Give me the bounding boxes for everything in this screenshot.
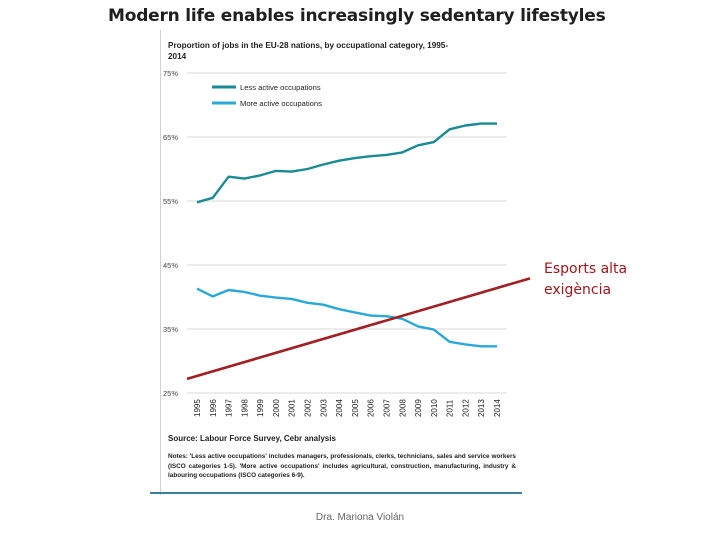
x-tick-1995: 1995 xyxy=(193,399,202,417)
x-tick-2014: 2014 xyxy=(493,399,502,417)
point-more-2012 xyxy=(465,343,467,345)
series-line-more-active xyxy=(196,287,497,348)
point-less-1999 xyxy=(259,175,261,177)
x-tick-2012: 2012 xyxy=(461,399,470,417)
y-tick-55: 55% xyxy=(163,197,178,206)
point-more-2009 xyxy=(417,326,419,328)
y-tick-65: 65% xyxy=(163,133,178,142)
point-more-2007 xyxy=(386,315,388,317)
point-less-2010 xyxy=(433,141,435,143)
point-less-1997 xyxy=(228,176,230,178)
x-tick-2002: 2002 xyxy=(304,399,313,417)
y-tick-75: 75% xyxy=(163,69,178,78)
y-tick-labels: 75% 65% 55% 45% 35% 25% xyxy=(163,69,178,398)
point-more-1998 xyxy=(243,291,245,293)
point-more-2008 xyxy=(401,318,403,320)
point-more-2005 xyxy=(354,311,356,313)
chart-source: Source: Labour Force Survey, Cebr analys… xyxy=(168,434,336,443)
x-tick-labels: 1995 1996 1997 1998 1999 2000 2001 2002 2003 2004… xyxy=(193,399,502,417)
point-more-2003 xyxy=(322,304,324,306)
legend-label-more-active: More active occupations xyxy=(240,99,322,108)
legend-label-less-active: Less active occupations xyxy=(240,83,321,92)
grid-layer xyxy=(187,72,507,394)
x-tick-2013: 2013 xyxy=(477,399,486,417)
x-tick-2010: 2010 xyxy=(430,399,439,417)
point-more-2002 xyxy=(307,302,309,304)
point-less-1995 xyxy=(196,201,198,203)
y-tick-35: 35% xyxy=(163,325,178,334)
chart-title-line2: 2014 xyxy=(168,52,187,61)
point-more-1999 xyxy=(259,295,261,297)
point-less-2005 xyxy=(354,157,356,159)
point-less-2001 xyxy=(291,171,293,173)
point-more-2013 xyxy=(480,345,482,347)
chart-panel xyxy=(160,30,521,495)
point-more-1996 xyxy=(212,295,214,297)
annotation-line-2: exigència xyxy=(544,282,612,298)
x-tick-2003: 2003 xyxy=(319,399,328,417)
chart-notes: Notes: 'Less active occupations' include… xyxy=(168,453,516,479)
point-more-1995 xyxy=(196,288,198,290)
trend-line-texture xyxy=(186,277,531,380)
slide-title: Modern life enables increasingly sedenta… xyxy=(108,6,606,26)
point-less-2009 xyxy=(417,144,419,146)
point-less-2014 xyxy=(496,123,498,125)
point-less-1996 xyxy=(212,197,214,199)
point-less-2003 xyxy=(322,164,324,166)
legend: Less active occupations More active occup… xyxy=(212,83,322,108)
point-less-2011 xyxy=(449,128,451,130)
point-more-2011 xyxy=(449,341,451,343)
point-more-2000 xyxy=(275,297,277,299)
x-tick-1998: 1998 xyxy=(240,399,249,417)
annotation-line-1: Esports alta xyxy=(544,261,628,277)
x-tick-2007: 2007 xyxy=(382,399,391,417)
x-tick-2001: 2001 xyxy=(288,399,297,417)
x-tick-1997: 1997 xyxy=(225,399,234,417)
x-tick-2011: 2011 xyxy=(446,399,455,417)
x-tick-1999: 1999 xyxy=(256,399,265,417)
point-more-2010 xyxy=(433,329,435,331)
point-less-2002 xyxy=(307,168,309,170)
point-more-2006 xyxy=(370,315,372,317)
point-less-2012 xyxy=(465,125,467,127)
point-more-2014 xyxy=(496,345,498,347)
trend-layer xyxy=(186,277,531,381)
point-more-2004 xyxy=(338,308,340,310)
trend-annotation: Esports alta exigència xyxy=(544,259,627,301)
bottom-rule xyxy=(150,492,522,494)
x-tick-2004: 2004 xyxy=(335,399,344,417)
point-less-2007 xyxy=(386,154,388,156)
point-less-2013 xyxy=(480,123,482,125)
point-less-2008 xyxy=(401,151,403,153)
point-more-1997 xyxy=(228,289,230,291)
x-tick-2005: 2005 xyxy=(351,399,360,417)
point-less-2000 xyxy=(275,170,277,172)
x-tick-2009: 2009 xyxy=(414,399,423,417)
chart-title-line1: Proportion of jobs in the EU-28 nations,… xyxy=(168,41,448,50)
x-tick-2008: 2008 xyxy=(398,399,407,417)
series-layer xyxy=(196,122,498,348)
x-tick-2000: 2000 xyxy=(272,399,281,417)
footer-author: Dra. Mariona Violán xyxy=(315,512,405,523)
point-less-2006 xyxy=(370,155,372,157)
point-more-2001 xyxy=(291,298,293,300)
series-line-less-active xyxy=(196,122,497,204)
x-tick-2006: 2006 xyxy=(367,399,376,417)
point-less-1998 xyxy=(243,178,245,180)
point-less-2004 xyxy=(338,160,340,162)
x-tick-1996: 1996 xyxy=(209,399,218,417)
y-tick-45: 45% xyxy=(163,261,178,270)
y-tick-25: 25% xyxy=(163,389,178,398)
